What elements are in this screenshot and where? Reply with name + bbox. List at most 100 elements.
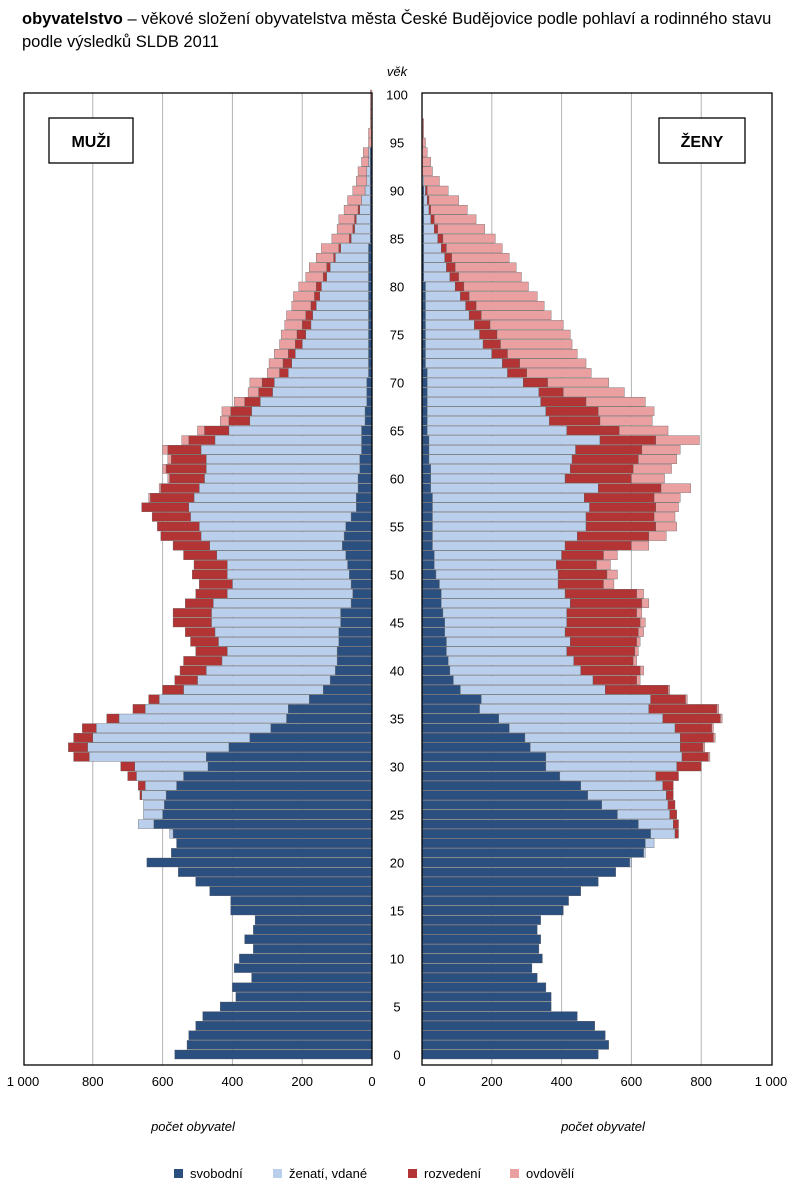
bar-men: [253, 944, 373, 954]
bar-men: [144, 704, 289, 714]
bar-women: [491, 349, 508, 359]
bar-women: [421, 905, 564, 916]
bar-women: [421, 963, 533, 973]
bar-men: [359, 464, 373, 474]
x-tick-label-men: 0: [368, 1074, 375, 1089]
bar-women: [432, 541, 566, 551]
bar-men: [296, 329, 306, 340]
bar-men: [228, 416, 251, 426]
bar-men: [195, 589, 228, 599]
bar-women: [585, 397, 646, 407]
age-tick-labels: 0 5 10 15 20 25 30 35 40 45 50 55 60 65 70 75 80 85 90 95 10…: [386, 88, 408, 1063]
bar-men: [82, 723, 97, 733]
bar-men: [206, 464, 360, 474]
bar-women: [427, 368, 508, 378]
bar-men: [338, 214, 355, 224]
bar-women: [676, 761, 702, 772]
bar-women: [421, 483, 431, 493]
bar-men: [258, 387, 273, 397]
bar-women: [423, 195, 428, 205]
bar-men: [200, 445, 362, 455]
bar-women: [587, 790, 667, 800]
age-tick-label: 65: [390, 424, 404, 439]
bar-women: [447, 656, 574, 666]
bar-men: [272, 387, 367, 397]
bar-women: [653, 512, 676, 522]
x-tick-label-women: 400: [551, 1074, 573, 1089]
bar-women: [507, 349, 578, 359]
bar-men: [357, 205, 360, 215]
bar-women: [570, 637, 637, 647]
bar-women: [585, 521, 657, 532]
bar-women: [444, 627, 566, 637]
bar-men: [169, 829, 174, 839]
bar-women: [428, 435, 601, 445]
bar-men: [211, 617, 341, 628]
bar-men: [235, 992, 373, 1002]
bar-men: [282, 358, 292, 368]
bar-men: [356, 214, 371, 224]
bar-women: [421, 646, 447, 656]
bar-women: [423, 176, 440, 186]
bar-men: [218, 637, 340, 647]
bar-men: [315, 253, 334, 263]
bar-women: [444, 253, 452, 263]
bar-women: [702, 742, 705, 752]
bar-men: [361, 195, 371, 205]
bar-women: [421, 819, 639, 829]
bar-men: [195, 877, 373, 887]
bar-women: [564, 589, 637, 599]
bar-women: [475, 301, 545, 311]
bar-women: [421, 694, 482, 704]
bar-men: [160, 531, 202, 541]
bar-men: [68, 742, 88, 752]
bar-men: [192, 569, 228, 580]
legend-item-rozvedeni: rozvedení: [408, 1163, 481, 1183]
bar-men: [310, 320, 369, 330]
x-tick-label-women: 600: [621, 1074, 643, 1089]
bar-men: [350, 233, 371, 244]
bar-women: [437, 224, 485, 234]
bar-women: [423, 262, 447, 272]
bar-men: [87, 742, 230, 752]
legend-swatch-zenati: [273, 1168, 282, 1178]
bar-women: [540, 397, 587, 407]
bar-men: [153, 819, 373, 829]
bar-men: [206, 454, 360, 464]
legend-item-zenati: ženatí, vdané: [273, 1163, 367, 1183]
bar-women: [421, 771, 561, 781]
bar-women: [545, 761, 677, 772]
bar-women: [660, 483, 691, 493]
bar-women: [564, 541, 632, 551]
bar-women: [629, 857, 632, 868]
legend-label-rozvedeni: rozvedení: [424, 1165, 482, 1181]
bar-women: [421, 406, 428, 416]
bar-men: [295, 349, 369, 359]
bar-men: [279, 339, 296, 349]
bar-men: [148, 694, 160, 704]
bar-women: [446, 637, 571, 647]
bar-women: [421, 531, 433, 541]
bar-men: [321, 243, 340, 253]
bar-women: [423, 185, 426, 196]
bar-men: [172, 829, 373, 839]
bar-women: [427, 416, 550, 426]
bar-men: [284, 320, 303, 330]
bar-women: [598, 406, 655, 416]
age-tick-label: 5: [393, 1000, 400, 1015]
legend-item-ovdoveli: ovdovělí: [510, 1163, 574, 1183]
men-label-box: MUŽI: [48, 117, 134, 164]
bar-women: [423, 233, 438, 244]
bar-women: [425, 349, 492, 359]
bar-women: [645, 838, 655, 848]
bar-men: [183, 656, 223, 666]
bar-men: [366, 397, 373, 407]
bar-men: [352, 185, 366, 196]
bar-men: [249, 377, 263, 388]
bar-women: [421, 368, 428, 378]
bar-women: [557, 579, 604, 589]
bar-men: [199, 521, 346, 532]
bar-men: [226, 569, 350, 580]
bar-men: [162, 464, 167, 474]
